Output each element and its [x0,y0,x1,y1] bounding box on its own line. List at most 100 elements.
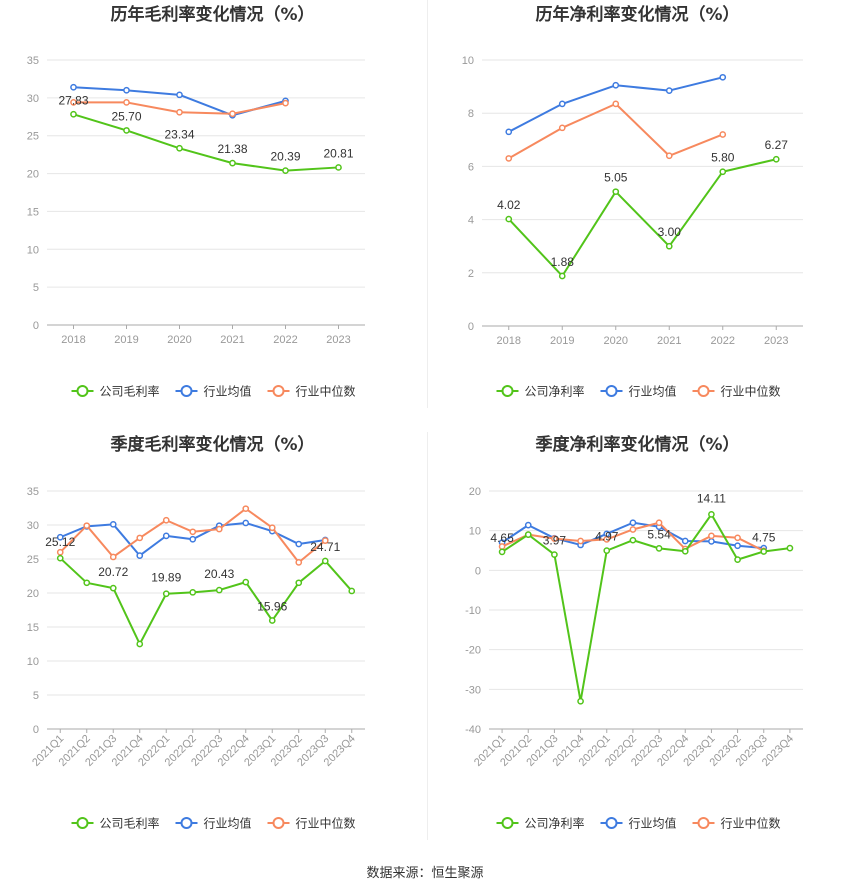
data-label: 19.89 [151,571,181,585]
industry-median-point [603,536,611,543]
industry-median-point [505,155,513,162]
y-tick-label: 35 [27,55,39,67]
legend-industry-average: 行业均值 [175,816,252,831]
y-tick-label: 20 [27,588,39,600]
legend-marker [76,385,89,397]
industry-median-point [176,108,183,116]
company-point [786,544,794,552]
legend-marker [697,385,710,397]
company-point [70,110,77,118]
data-label: 20.81 [323,146,353,160]
industry-avg-point [70,83,77,91]
industry-avg-point [558,100,566,108]
company-point [109,584,117,592]
y-tick-label: 35 [27,486,39,498]
company-point [268,617,276,624]
y-tick-label: 30 [27,520,39,532]
y-tick-label: 2 [468,268,474,280]
company-point [708,511,715,518]
y-tick-label: 0 [33,320,39,332]
y-tick-label: 5 [33,690,39,702]
y-tick-label: 4 [468,215,474,227]
industry-avg-point [665,87,673,94]
data-label: 6.27 [765,138,789,152]
industry-avg-point [189,535,197,543]
legend-marker [180,817,193,829]
annual-gross-margin-svg: 历年毛利率变化情况（%） 0 5 10 15 20 25 30 35 2018 2019 2020 20… [27,4,365,399]
x-tick-label: 2018 [497,335,521,347]
industry-median-point [629,526,637,533]
industry-median-point [708,532,715,540]
data-label: 5.05 [604,171,628,185]
y-tick-label: 0 [33,724,39,736]
y-tick-label: -40 [465,724,481,736]
data-label: 4.65 [490,531,514,545]
quarterly-net-margin-chart: 季度净利率变化情况（%） -40 -30 -20 -10 0 10 20 2021Q1 2021Q… [425,430,850,850]
legend-industry-average: 行业均值 [600,384,677,399]
data-label: 3.00 [658,225,682,239]
company-point [498,548,506,556]
quarterly-net-margin-svg: 季度净利率变化情况（%）-40-30-20-10010202021Q12021Q… [465,434,803,831]
company-series-line [59,557,353,645]
y-tick-label: 15 [27,622,39,634]
legend-label: 公司净利率 [525,816,585,831]
industry-median-point [655,519,663,527]
company-point [321,557,329,565]
y-tick-label: 20 [27,169,39,181]
industry-avg-point [242,519,250,527]
data-label: 4.75 [752,530,776,544]
company-point [229,159,236,167]
y-tick-label: 10 [27,244,39,256]
company-point [295,579,303,587]
legend-label: 行业中位数 [721,816,781,831]
y-tick-label: -20 [465,645,481,657]
annual-gross-margin-chart: 历年毛利率变化情况（%） 0 5 10 15 20 25 30 35 2018 2019 2020 20… [0,0,425,410]
company-point [655,545,663,552]
industry-avg-point [136,552,144,559]
data-label: 24.71 [310,540,340,554]
data-label: 4.02 [497,198,521,212]
x-tick-label: 2019 [114,334,138,346]
company-point [665,242,673,250]
industry-avg-point [681,537,689,545]
legend-label: 行业均值 [204,816,252,831]
industry-avg-point [109,520,117,528]
industry-median-point [83,522,91,530]
chart-title: 历年净利率变化情况（%） [535,4,739,25]
chart-title: 历年毛利率变化情况（%） [110,4,314,25]
industry-avg-point [162,532,170,540]
data-source-footer: 数据来源：恒生聚源 [0,862,850,881]
industry-median-point [229,110,236,118]
company-point [551,551,558,558]
industry-median-point [282,99,289,107]
industry-median-point [215,525,223,533]
industry-median-point [577,537,584,545]
legend-company: 公司净利率 [496,384,585,399]
industry-avg-point [734,542,741,550]
industry-median-point [56,548,64,556]
y-tick-label: 10 [469,526,481,538]
industry-median-point [321,537,329,544]
company-point [558,272,566,280]
legend-company: 公司毛利率 [71,384,160,399]
chart-title: 季度毛利率变化情况（%） [110,434,314,455]
industry-median-point [612,100,620,108]
data-label: 14.11 [697,491,726,505]
industry-median-point [734,534,741,542]
y-tick-label: 10 [27,656,39,668]
legend-label: 行业中位数 [296,816,356,831]
legend-label: 行业均值 [629,816,677,831]
data-label: 25.70 [111,109,141,123]
y-tick-label: 8 [468,108,474,120]
legend-company: 公司净利率 [496,816,585,831]
company-series-line [508,158,777,277]
company-point [603,547,611,554]
quarterly-gross-margin-chart: 季度毛利率变化情况（%） 0 5 10 15 20 25 30 35 2021Q1 2021Q2 20… [0,430,425,850]
legend-industry-median: 行业中位数 [267,384,356,399]
y-tick-label: 30 [27,93,39,105]
x-tick-label: 2023 [764,335,788,347]
company-point [505,215,513,223]
y-tick-label: 20 [469,486,481,498]
y-tick-label: -30 [465,684,481,696]
data-label: 25.12 [45,535,75,549]
